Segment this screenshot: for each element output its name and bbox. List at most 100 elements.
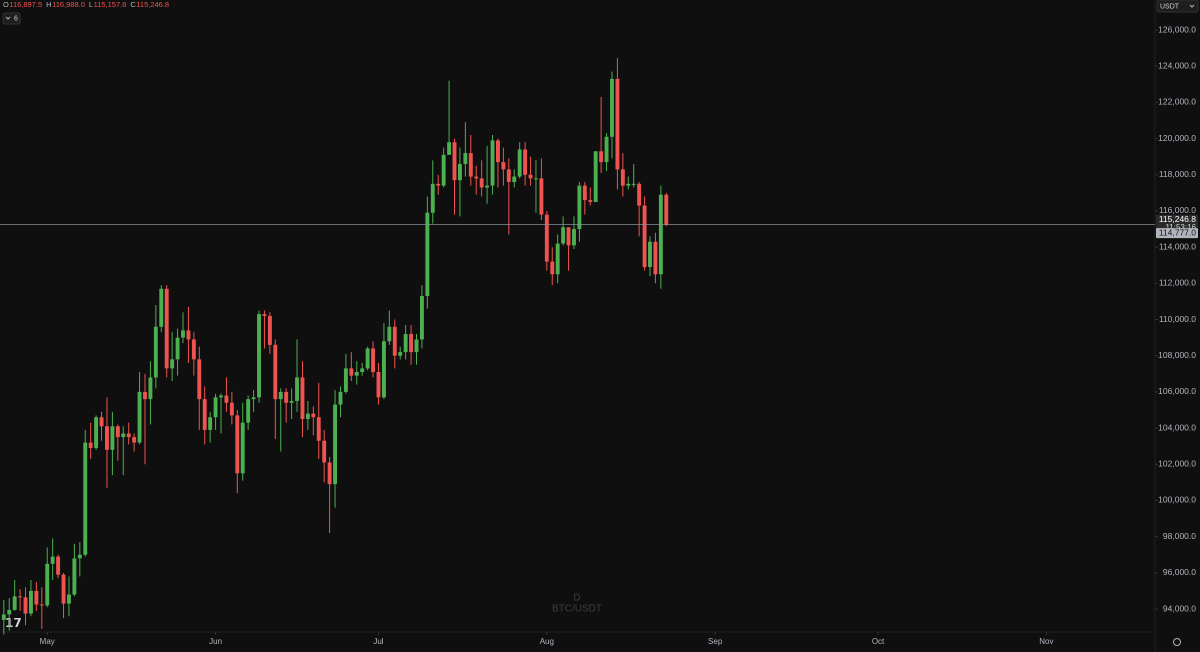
indicator-toggle[interactable]: 6 <box>2 12 21 25</box>
candle-body <box>219 395 223 398</box>
candle-body <box>338 391 343 405</box>
candle-body <box>555 243 560 275</box>
tv-logo[interactable]: 𝟭𝟳 <box>5 616 22 630</box>
y-tick-label: 112,000.0 <box>1159 278 1196 288</box>
candle-body <box>181 330 185 338</box>
candle-body <box>495 140 500 163</box>
currency-box[interactable] <box>1156 0 1199 13</box>
candle-body <box>110 426 115 450</box>
chevron-icon <box>1189 4 1195 8</box>
y-tick-label: 106,000.0 <box>1158 386 1196 396</box>
candle-body <box>229 402 234 416</box>
x-tick-label: Oct <box>872 637 885 646</box>
candle-body <box>381 341 386 398</box>
last-price-label: 115,246.8 <box>1159 214 1196 224</box>
candle-body <box>615 78 620 170</box>
y-tick-label: 108,000.0 <box>1158 350 1196 360</box>
candle-body <box>409 334 414 353</box>
y-tick-label: 126,000.0 <box>1158 24 1196 34</box>
y-tick-label: 104,000.0 <box>1158 422 1196 432</box>
candle-body <box>262 314 267 316</box>
legend-key: H <box>46 0 51 9</box>
candle-body <box>300 377 305 420</box>
candle-body <box>457 163 462 181</box>
candle-body <box>88 442 93 448</box>
candle-body <box>159 288 164 327</box>
candle-body <box>284 391 289 403</box>
x-tick-label: May <box>40 637 55 646</box>
candle-body <box>534 178 538 180</box>
candle-body <box>653 241 658 275</box>
candle-body <box>485 185 490 188</box>
candle-body <box>626 183 631 186</box>
candle-body <box>572 229 576 246</box>
candle-body <box>148 377 153 400</box>
candle-body <box>365 348 370 369</box>
candle-body <box>295 377 299 401</box>
candle-body <box>305 413 310 420</box>
candle-body <box>419 296 424 340</box>
candle-body <box>105 426 109 450</box>
candle-body <box>436 183 441 186</box>
candle-body <box>28 590 33 614</box>
candle-body <box>50 556 55 564</box>
candle-body <box>566 227 571 246</box>
candle-body <box>12 596 17 610</box>
candle-body <box>121 433 126 438</box>
countdown-label: 11:53:16 <box>1165 223 1196 232</box>
candle-body <box>441 154 446 186</box>
candle-body <box>322 440 327 463</box>
candle-body <box>544 214 549 262</box>
legend-key: O <box>3 0 9 9</box>
settings-icon[interactable] <box>1173 638 1181 646</box>
candle-body <box>83 442 88 555</box>
candle-body <box>137 391 142 443</box>
candle-body <box>333 404 337 485</box>
currency-select[interactable]: USDT <box>1156 0 1199 13</box>
candle-body <box>474 176 479 179</box>
candle-body <box>664 194 669 225</box>
indicator-badge[interactable] <box>2 12 21 25</box>
candle-body <box>550 261 555 275</box>
legend-key: C <box>130 0 136 9</box>
y-tick-label: 102,000.0 <box>1158 459 1196 469</box>
candle-body <box>23 597 28 614</box>
candle-body <box>376 371 381 398</box>
candle-body <box>506 169 511 183</box>
x-tick-label: Nov <box>1039 637 1053 646</box>
marker-price-label: 114,777.0 <box>1159 227 1196 237</box>
candle-body <box>360 368 365 372</box>
candle-body <box>398 352 403 356</box>
candle-body <box>490 140 495 186</box>
watermark-symbol: BTC/USDT <box>552 604 602 615</box>
candle-body <box>447 142 452 155</box>
candle-body <box>577 185 582 230</box>
candle-body <box>501 162 506 170</box>
candle-body <box>610 78 614 137</box>
candle-body <box>604 136 609 163</box>
candle-body <box>316 417 321 441</box>
x-tick-label: Jul <box>373 637 383 646</box>
candle-body <box>463 153 468 164</box>
candle-body <box>1 614 6 620</box>
candle-body <box>593 151 598 202</box>
candle-body <box>213 397 218 418</box>
candle-body <box>289 400 294 403</box>
y-tick-label: 100,000.0 <box>1158 495 1196 505</box>
candle-body <box>468 153 473 177</box>
candles <box>1 58 669 635</box>
candle-body <box>354 371 359 376</box>
candle-body <box>425 212 430 297</box>
marker-price-box <box>1156 228 1198 239</box>
candle-body <box>561 227 566 244</box>
y-tick-label: 116,000.0 <box>1159 205 1196 215</box>
legend-value: 115,246.8 <box>136 0 169 9</box>
candle-body <box>126 433 131 438</box>
candle-body <box>115 426 120 438</box>
y-tick-label: 124,000.0 <box>1158 60 1196 70</box>
candle-body <box>512 176 517 183</box>
y-tick-label: 120,000.0 <box>1158 133 1196 143</box>
